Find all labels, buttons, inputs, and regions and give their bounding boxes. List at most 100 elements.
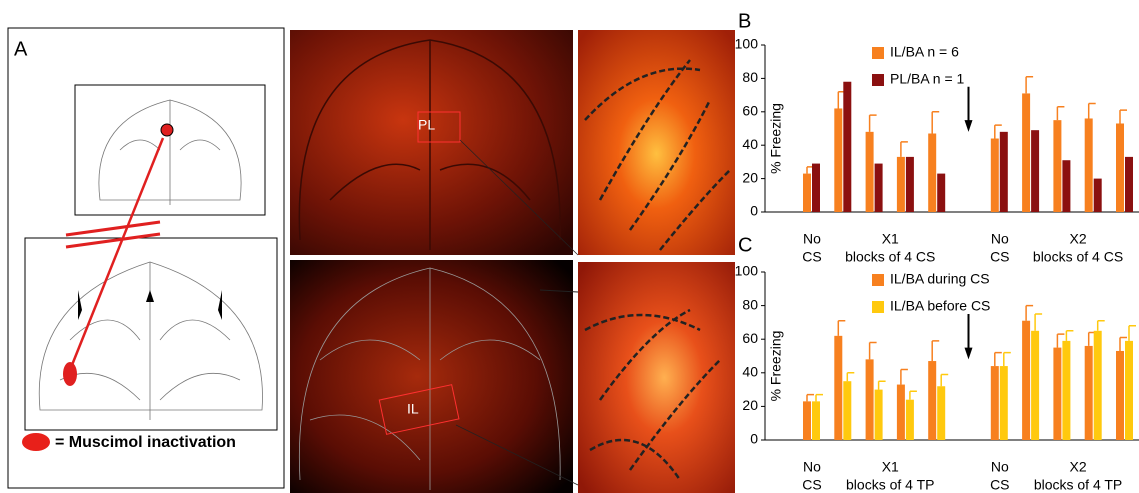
region-label: PL (418, 117, 435, 133)
x-group-label: blocks of 4 CS (1033, 249, 1123, 265)
y-tick-label: 100 (735, 36, 759, 52)
error-bar (941, 374, 948, 386)
y-tick-label: 80 (742, 69, 758, 85)
panel-label: B (738, 10, 751, 32)
arrow-head (965, 348, 973, 360)
panel-label: C (738, 234, 752, 256)
bar (1031, 331, 1039, 440)
bar (991, 139, 999, 212)
legend-swatch (872, 74, 884, 86)
legend-label: IL/BA n = 6 (890, 44, 959, 60)
region-label: IL (407, 401, 419, 417)
x-group-label: blocks of 4 TP (1034, 477, 1122, 493)
y-tick-label: 0 (750, 431, 758, 447)
legend-swatch (872, 301, 884, 313)
y-tick-label: 60 (742, 330, 758, 346)
bar (937, 386, 945, 440)
micrograph (578, 262, 735, 493)
y-tick-label: 20 (742, 169, 758, 185)
bar (1116, 351, 1124, 440)
error-bar (1129, 326, 1136, 341)
x-group-label: CS (802, 249, 821, 265)
injection-site (63, 362, 77, 386)
bar (843, 381, 851, 440)
error-bar (838, 321, 845, 336)
x-group-label: X2 (1069, 231, 1086, 247)
bar (1085, 346, 1093, 440)
arrow-head (965, 120, 973, 132)
panel-label: A (14, 38, 28, 60)
x-group-label: blocks of 4 TP (846, 477, 934, 493)
error-bar (1035, 314, 1042, 331)
bar (1125, 341, 1133, 440)
x-group-label: No (803, 231, 821, 247)
x-group-label: X1 (882, 231, 899, 247)
x-group-label: blocks of 4 CS (845, 249, 935, 265)
injection-site (161, 124, 173, 136)
bar (991, 366, 999, 440)
bar (875, 390, 883, 440)
bar (1022, 93, 1030, 212)
y-tick-label: 80 (742, 296, 758, 312)
atlas-section (25, 238, 277, 430)
bar (1062, 160, 1070, 212)
bar (1000, 366, 1008, 440)
y-tick-label: 0 (750, 203, 758, 219)
bar (803, 401, 811, 440)
bar (1094, 331, 1102, 440)
error-bar (870, 343, 877, 360)
legend-swatch (872, 47, 884, 59)
bar (812, 401, 820, 440)
bar (834, 108, 842, 212)
bar (1000, 132, 1008, 212)
y-tick-label: 100 (735, 263, 759, 279)
micrograph (290, 260, 573, 493)
x-group-label: X1 (882, 459, 899, 475)
error-bar (847, 373, 854, 381)
legend-label: IL/BA during CS (890, 271, 990, 287)
error-bar (816, 395, 823, 402)
bar (843, 82, 851, 212)
bar (928, 134, 936, 212)
x-group-label: CS (802, 477, 821, 493)
error-bar (1066, 331, 1073, 341)
error-bar (1026, 77, 1033, 94)
legend-label: IL/BA before CS (890, 298, 990, 314)
bar (866, 132, 874, 212)
y-tick-label: 40 (742, 364, 758, 380)
error-bar (1004, 353, 1011, 366)
legend-swatch (22, 433, 50, 451)
error-bar (901, 369, 908, 384)
bar (897, 385, 905, 440)
error-bar (932, 112, 939, 134)
error-bar (910, 391, 917, 399)
error-bar (1026, 306, 1033, 321)
bar (928, 361, 936, 440)
y-tick-label: 40 (742, 136, 758, 152)
micrograph (578, 30, 735, 255)
bar (875, 164, 883, 212)
y-tick-label: 60 (742, 103, 758, 119)
error-bar (995, 353, 1002, 366)
bar (812, 164, 820, 212)
bar (803, 174, 811, 212)
legend-text: = Muscimol inactivation (55, 434, 236, 451)
x-group-label: CS (990, 477, 1009, 493)
error-bar (807, 395, 814, 402)
x-group-label: No (803, 459, 821, 475)
error-bar (1120, 110, 1127, 123)
x-group-label: X2 (1069, 459, 1086, 475)
x-group-label: No (991, 459, 1009, 475)
figure: A = Muscimol inactivation PL IL B C 0 20 4… (0, 0, 1139, 493)
legend-label: PL/BA n = 1 (890, 71, 965, 87)
bar (1062, 341, 1070, 440)
bar (1085, 118, 1093, 212)
bar (1125, 157, 1133, 212)
error-bar (1089, 103, 1096, 118)
error-bar (879, 381, 886, 389)
y-axis-label: % Freezing (768, 103, 784, 174)
error-bar (901, 142, 908, 157)
bar (897, 157, 905, 212)
error-bar (1098, 321, 1105, 331)
y-axis-label: % Freezing (768, 331, 784, 402)
